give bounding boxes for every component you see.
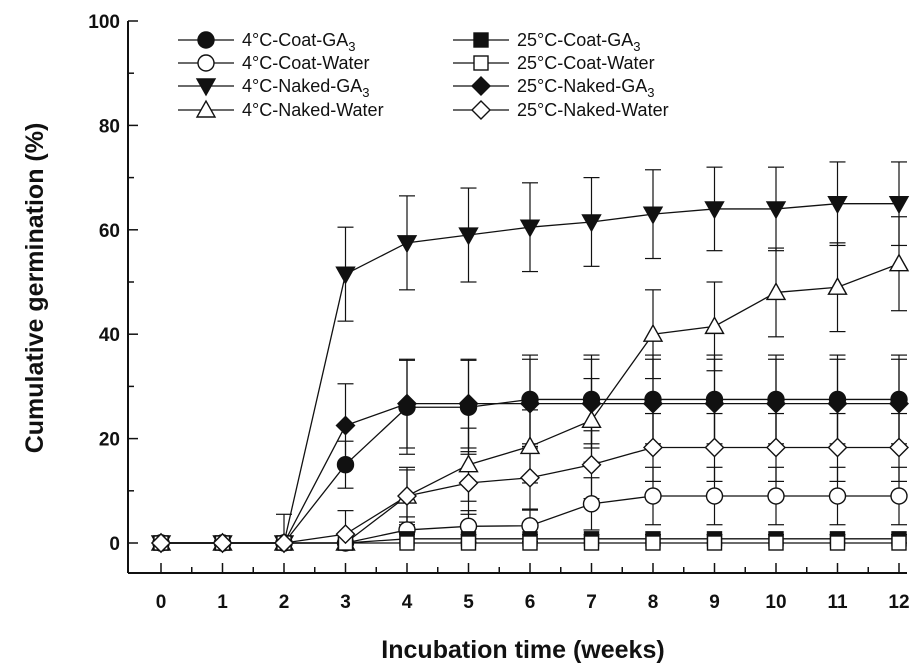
data-point <box>581 393 602 414</box>
data-point <box>704 315 725 335</box>
x-tick-label: 11 <box>827 592 848 613</box>
data-point <box>335 415 356 436</box>
data-point <box>704 437 725 458</box>
data-point <box>582 495 601 513</box>
legend-marker <box>473 32 489 48</box>
data-point <box>828 487 847 505</box>
data-point <box>151 533 171 553</box>
x-tick-label: 6 <box>525 592 536 613</box>
legend-label: 4°C-Naked-GA3 <box>242 76 369 100</box>
y-tick-label: 0 <box>109 534 120 555</box>
x-tick-label: 0 <box>156 592 167 613</box>
data-point <box>519 436 541 455</box>
x-tick-label: 7 <box>586 592 597 613</box>
data-point <box>642 206 664 225</box>
data-point <box>460 535 477 551</box>
data-point <box>643 393 663 414</box>
data-markers <box>150 195 910 554</box>
legend-label: 4°C-Naked-Water <box>242 100 384 120</box>
legend-label: 25°C-Coat-Water <box>517 53 655 73</box>
x-tick-label: 5 <box>463 592 474 613</box>
data-point <box>827 276 848 295</box>
legend-marker <box>197 31 215 49</box>
x-tick-label: 9 <box>709 592 720 613</box>
legend-label: 4°C-Coat-Water <box>242 53 370 73</box>
data-point <box>458 472 479 493</box>
y-tick-label: 60 <box>99 221 120 242</box>
data-point <box>396 235 418 254</box>
x-tick-label: 8 <box>648 592 659 613</box>
data-point <box>704 393 725 414</box>
data-point <box>399 535 415 551</box>
data-point <box>458 227 479 246</box>
data-point <box>829 535 846 551</box>
data-point <box>766 393 786 414</box>
legend-marker <box>197 54 215 72</box>
data-point <box>765 201 787 220</box>
data-point <box>704 201 725 220</box>
data-point <box>519 219 541 238</box>
x-tick-label: 2 <box>279 592 290 613</box>
data-point <box>890 487 908 505</box>
data-point <box>644 487 662 505</box>
data-point <box>643 437 663 458</box>
data-point <box>891 535 907 551</box>
y-axis-title: Cumulative germination (%) <box>21 123 49 454</box>
data-point <box>645 535 661 551</box>
legend-marker <box>195 78 217 97</box>
x-tick-label: 1 <box>217 592 228 613</box>
x-tick-label: 3 <box>340 592 351 613</box>
y-tick-label: 100 <box>88 12 120 33</box>
legend-marker <box>473 55 489 71</box>
data-point <box>889 437 909 458</box>
legend-marker <box>471 76 491 96</box>
data-point <box>766 437 786 458</box>
data-point <box>522 535 538 551</box>
data-point <box>768 535 784 551</box>
data-point <box>212 533 233 553</box>
data-point <box>888 195 910 215</box>
legend-label: 25°C-Naked-GA3 <box>517 76 654 100</box>
y-tick-label: 20 <box>99 430 120 451</box>
x-axis-title: Incubation time (weeks) <box>381 636 664 664</box>
data-point <box>706 535 723 551</box>
data-point <box>458 454 479 473</box>
data-point <box>827 393 848 414</box>
data-point <box>583 535 600 551</box>
data-point <box>767 487 785 505</box>
legend-label: 4°C-Coat-GA3 <box>242 30 355 54</box>
data-point <box>520 467 540 488</box>
y-tick-label: 80 <box>99 116 120 137</box>
data-point <box>336 456 355 474</box>
x-tick-label: 12 <box>888 592 909 613</box>
data-point <box>335 266 356 285</box>
legend-marker <box>471 100 491 120</box>
data-point <box>642 323 664 342</box>
legend-label: 25°C-Coat-GA3 <box>517 30 640 54</box>
data-point <box>520 393 540 414</box>
legend-label: 25°C-Naked-Water <box>517 100 669 120</box>
data-point <box>397 486 417 507</box>
data-point <box>581 214 602 233</box>
data-point <box>889 393 909 414</box>
legend-marker <box>195 99 217 118</box>
data-point <box>335 524 356 545</box>
data-point <box>274 533 294 553</box>
y-tick-label: 40 <box>99 325 120 346</box>
data-point <box>765 282 787 301</box>
data-point <box>827 437 848 458</box>
data-point <box>397 393 417 414</box>
data-point <box>581 409 602 429</box>
data-point <box>827 195 848 215</box>
data-point <box>705 487 724 505</box>
data-point <box>581 454 602 475</box>
x-tick-label: 10 <box>765 592 786 613</box>
data-point <box>458 393 479 414</box>
x-tick-label: 4 <box>402 592 413 613</box>
data-point <box>888 253 910 272</box>
